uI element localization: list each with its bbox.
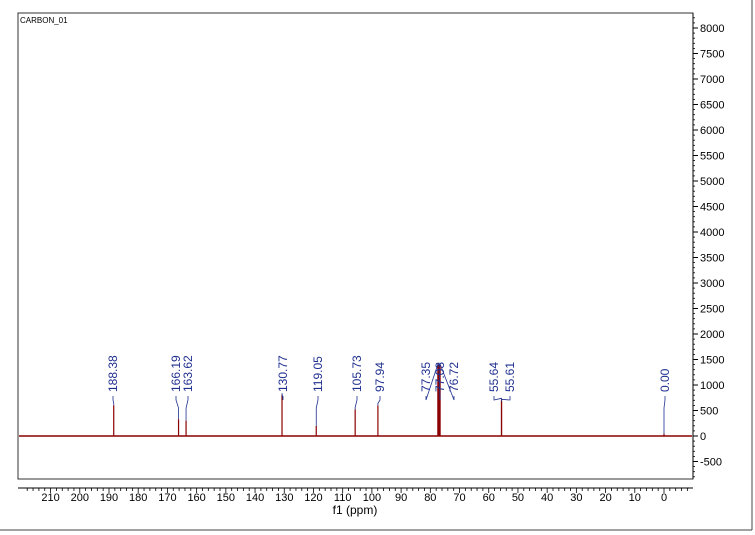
peak-label: 55.61: [503, 362, 517, 392]
peak-label: 188.38: [106, 355, 120, 392]
x-tick-label: 80: [424, 492, 436, 504]
y-tick-label: 1000: [700, 380, 724, 392]
y-tick-label: -500: [700, 457, 722, 469]
peak-label-leader: [315, 396, 319, 426]
peak-label-leader: [425, 363, 439, 401]
peak-label-leader: [281, 393, 284, 401]
x-tick-label: 50: [512, 492, 524, 504]
x-tick-label: 90: [395, 492, 407, 504]
x-tick-label: 0: [661, 492, 667, 504]
peak-label: 76.72: [447, 362, 461, 392]
x-tick-label: 170: [158, 492, 176, 504]
peak-label-leader: [185, 396, 189, 421]
y-tick-label: 500: [700, 406, 718, 418]
x-tick-label: 140: [246, 492, 264, 504]
y-tick-label: 6000: [700, 125, 724, 137]
peak-label: 77.03: [433, 362, 447, 392]
x-tick-label: 20: [599, 492, 611, 504]
peak-label-leader: [354, 396, 358, 410]
x-tick-label: 10: [629, 492, 641, 504]
x-tick-label: 60: [483, 492, 495, 504]
plot-frame: [17, 12, 694, 480]
x-tick-label: 110: [334, 492, 352, 504]
peak-label-leader: [501, 396, 511, 402]
peak-label: 55.64: [487, 362, 501, 392]
x-tick-label: 130: [275, 492, 293, 504]
y-tick-label: 8000: [700, 23, 724, 35]
peak-label: 119.05: [311, 356, 325, 392]
y-tick-label: 7500: [700, 49, 724, 61]
peak-label: 130.77: [276, 355, 290, 392]
peak-label-leader: [112, 396, 115, 406]
x-tick-label: 190: [100, 492, 118, 504]
peak-label-leader: [175, 396, 179, 420]
peak-label-leader: [438, 362, 441, 401]
x-tick-label: 120: [304, 492, 322, 504]
y-tick-label: 3500: [700, 253, 724, 265]
y-tick-label: 6500: [700, 100, 724, 112]
x-tick-label: 180: [129, 492, 147, 504]
y-tick-label: 3000: [700, 278, 724, 290]
peak-label-leader: [663, 396, 666, 434]
y-tick-label: 0: [700, 431, 706, 443]
y-tick-label: 1500: [700, 355, 724, 367]
x-tick-label: 160: [187, 492, 205, 504]
y-tick-label: 7000: [700, 74, 724, 86]
x-axis-label: f1 (ppm): [332, 503, 378, 517]
x-tick-label: 100: [363, 492, 381, 504]
peak-label: 105.73: [350, 355, 364, 392]
peak-label: 0.00: [658, 368, 672, 392]
y-tick-label: 2500: [700, 304, 724, 316]
x-tick-label: 200: [71, 492, 89, 504]
peak-label: 163.62: [181, 355, 195, 392]
x-tick-label: 150: [217, 492, 235, 504]
y-tick-label: 4000: [700, 227, 724, 239]
peak-label: 77.35: [419, 362, 433, 392]
y-tick-label: 5000: [700, 176, 724, 188]
x-tick-label: 40: [541, 492, 553, 504]
peak-label-leader: [377, 396, 381, 406]
x-tick-label: 30: [570, 492, 582, 504]
chart-title: CARBON_01: [20, 16, 68, 25]
peak-label: 166.19: [169, 355, 183, 392]
x-tick-label: 70: [453, 492, 465, 504]
x-tick-label: 210: [41, 492, 59, 504]
y-tick-label: 2000: [700, 329, 724, 341]
y-tick-label: 4500: [700, 202, 724, 214]
peak-label-leader: [439, 363, 455, 401]
y-tick-label: 5500: [700, 151, 724, 163]
peak-label: 97.94: [373, 362, 387, 392]
